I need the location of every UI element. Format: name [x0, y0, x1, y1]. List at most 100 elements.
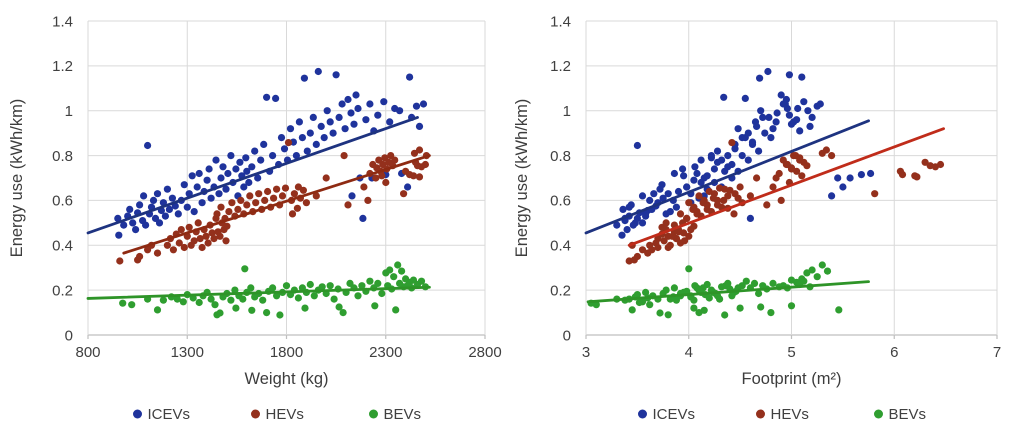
- data-point: [240, 183, 248, 191]
- data-point: [359, 214, 367, 222]
- x-tick-label: 1800: [270, 344, 303, 361]
- data-point: [390, 273, 398, 281]
- data-point: [234, 205, 242, 213]
- data-point: [232, 165, 240, 173]
- y-axis-title: Energy use (kWh/km): [513, 99, 531, 258]
- data-point: [269, 284, 277, 292]
- data-point: [718, 156, 726, 164]
- data-point: [660, 237, 668, 245]
- data-point: [710, 165, 718, 173]
- data-point: [284, 139, 293, 147]
- data-point: [263, 93, 271, 101]
- data-point: [224, 169, 232, 178]
- data-point: [326, 282, 334, 290]
- data-point: [364, 196, 372, 204]
- data-point: [761, 129, 769, 137]
- data-point: [213, 210, 221, 218]
- x-tick-label: 4: [685, 344, 693, 361]
- data-point: [273, 292, 281, 300]
- data-point: [787, 165, 796, 173]
- data-point: [835, 306, 843, 314]
- data-point: [690, 176, 698, 184]
- bevs-legend-marker-icon: [874, 409, 883, 419]
- data-point: [623, 226, 631, 234]
- data-point: [857, 171, 865, 179]
- data-point: [163, 185, 171, 193]
- data-point: [236, 158, 244, 166]
- data-point: [242, 154, 250, 162]
- icevs-legend-marker-icon: [133, 409, 142, 419]
- data-point: [347, 109, 355, 117]
- data-point: [406, 73, 414, 81]
- data-point: [750, 279, 759, 287]
- data-point: [204, 239, 212, 247]
- data-point: [744, 129, 752, 137]
- bevs-legend-label: BEVs: [384, 406, 422, 423]
- data-point: [185, 223, 193, 231]
- data-point: [633, 214, 641, 222]
- data-point: [195, 169, 203, 178]
- hevs-legend-label: HEVs: [771, 406, 809, 423]
- data-point: [816, 100, 824, 108]
- data-point: [198, 199, 206, 207]
- data-point: [683, 183, 691, 191]
- data-point: [386, 118, 394, 126]
- data-point: [753, 122, 761, 130]
- data-point: [329, 129, 337, 137]
- data-point: [188, 172, 196, 180]
- data-point: [695, 309, 703, 317]
- bevs-trendline: [586, 280, 870, 304]
- data-point: [415, 122, 424, 130]
- data-point: [765, 113, 773, 121]
- icevs-legend-label: ICEVs: [653, 406, 696, 423]
- y-tick-label: 0.4: [52, 238, 73, 255]
- data-point: [720, 196, 728, 204]
- data-point: [227, 152, 235, 160]
- data-point: [292, 152, 300, 160]
- data-point: [415, 146, 424, 154]
- data-point: [286, 125, 295, 133]
- data-point: [913, 173, 921, 181]
- data-point: [846, 174, 854, 182]
- data-point: [378, 172, 386, 180]
- data-point: [757, 303, 765, 311]
- data-point: [720, 93, 728, 101]
- data-point: [683, 214, 691, 222]
- data-point: [756, 74, 764, 82]
- data-point: [772, 118, 780, 126]
- bevs-legend-marker-icon: [369, 409, 378, 419]
- data-point: [386, 266, 394, 274]
- data-point: [404, 183, 412, 191]
- data-point: [142, 221, 150, 229]
- data-point: [190, 237, 198, 245]
- data-point: [293, 204, 301, 212]
- data-point: [592, 301, 600, 309]
- data-point: [654, 243, 662, 252]
- x-tick-label: 800: [75, 344, 100, 361]
- data-point: [366, 100, 374, 108]
- data-point: [769, 279, 777, 287]
- y-tick-label: 1: [563, 103, 571, 120]
- data-point: [798, 73, 806, 81]
- data-point: [638, 246, 647, 254]
- data-point: [674, 187, 683, 196]
- data-point: [777, 196, 785, 204]
- data-point: [736, 304, 744, 312]
- data-point: [867, 169, 875, 178]
- data-point: [314, 67, 322, 76]
- data-point: [921, 158, 929, 166]
- data-point: [742, 277, 750, 285]
- data-point: [664, 190, 672, 198]
- data-point: [371, 302, 379, 310]
- y-tick-label: 1: [65, 103, 73, 120]
- data-point: [787, 276, 796, 284]
- data-point: [716, 184, 724, 192]
- data-point: [136, 252, 144, 261]
- data-point: [269, 152, 277, 160]
- data-point: [664, 311, 672, 319]
- data-point: [207, 295, 215, 303]
- data-point: [196, 235, 204, 243]
- data-point: [276, 311, 284, 319]
- data-point: [360, 183, 368, 191]
- data-point: [239, 295, 247, 303]
